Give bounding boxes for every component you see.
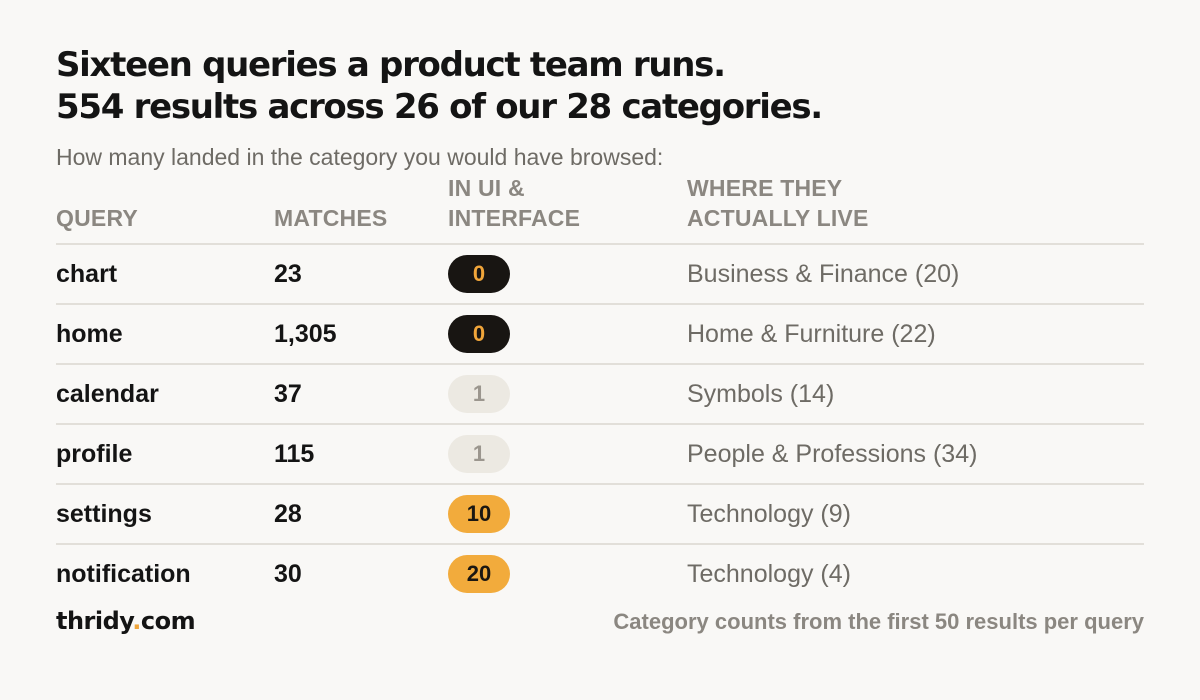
in-ui-cell: 20	[448, 545, 510, 603]
title-line-2: 554 results across 26 of our 28 categori…	[56, 87, 823, 127]
where-they-live-cell: Technology (4)	[687, 559, 851, 588]
brand-logo: thridy.com	[56, 607, 196, 635]
table-row: profile 115 1 People & Professions (34)	[56, 425, 1144, 485]
query-cell: settings	[56, 499, 152, 528]
in-ui-badge: 0	[448, 315, 510, 353]
where-they-live-cell: Business & Finance (20)	[687, 259, 960, 288]
matches-cell: 1,305	[274, 319, 337, 348]
in-ui-cell: 0	[448, 305, 510, 363]
table-row: calendar 37 1 Symbols (14)	[56, 365, 1144, 425]
in-ui-badge: 10	[448, 495, 510, 533]
row-divider	[56, 423, 1144, 425]
table-row: home 1,305 0 Home & Furniture (22)	[56, 305, 1144, 365]
header-where-they-live: WHERE THEY ACTUALLY LIVE	[687, 175, 869, 231]
in-ui-cell: 10	[448, 485, 510, 543]
query-cell: chart	[56, 259, 118, 288]
matches-cell: 23	[274, 259, 302, 288]
header-in-ui: IN UI & INTERFACE	[448, 175, 581, 231]
matches-cell: 28	[274, 499, 302, 528]
row-divider	[56, 363, 1144, 365]
where-they-live-cell: People & Professions (34)	[687, 439, 978, 468]
matches-cell: 30	[274, 559, 302, 588]
row-divider	[56, 483, 1144, 485]
table-row: notification 30 20 Technology (4)	[56, 545, 1144, 605]
title-line-1: Sixteen queries a product team runs.	[56, 45, 726, 85]
query-cell: profile	[56, 439, 133, 468]
in-ui-cell: 1	[448, 365, 510, 423]
row-divider	[56, 543, 1144, 545]
header-matches: MATCHES	[274, 205, 388, 231]
page-title: Sixteen queries a product team runs. 554…	[56, 44, 823, 128]
in-ui-cell: 0	[448, 245, 510, 303]
in-ui-badge: 0	[448, 255, 510, 293]
in-ui-badge: 1	[448, 435, 510, 473]
query-cell: calendar	[56, 379, 159, 408]
footnote: Category counts from the first 50 result…	[613, 609, 1144, 634]
in-ui-cell: 1	[448, 425, 510, 483]
table-row: chart 23 0 Business & Finance (20)	[56, 245, 1144, 305]
where-they-live-cell: Home & Furniture (22)	[687, 319, 936, 348]
header-divider	[56, 243, 1144, 245]
in-ui-badge: 1	[448, 375, 510, 413]
matches-cell: 115	[274, 439, 315, 468]
query-cell: notification	[56, 559, 191, 588]
where-they-live-cell: Technology (9)	[687, 499, 851, 528]
in-ui-badge: 20	[448, 555, 510, 593]
subtitle: How many landed in the category you woul…	[56, 144, 664, 170]
query-cell: home	[56, 319, 123, 348]
where-they-live-cell: Symbols (14)	[687, 379, 835, 408]
matches-cell: 37	[274, 379, 302, 408]
row-divider	[56, 303, 1144, 305]
table-row: settings 28 10 Technology (9)	[56, 485, 1144, 545]
header-query: QUERY	[56, 205, 138, 231]
